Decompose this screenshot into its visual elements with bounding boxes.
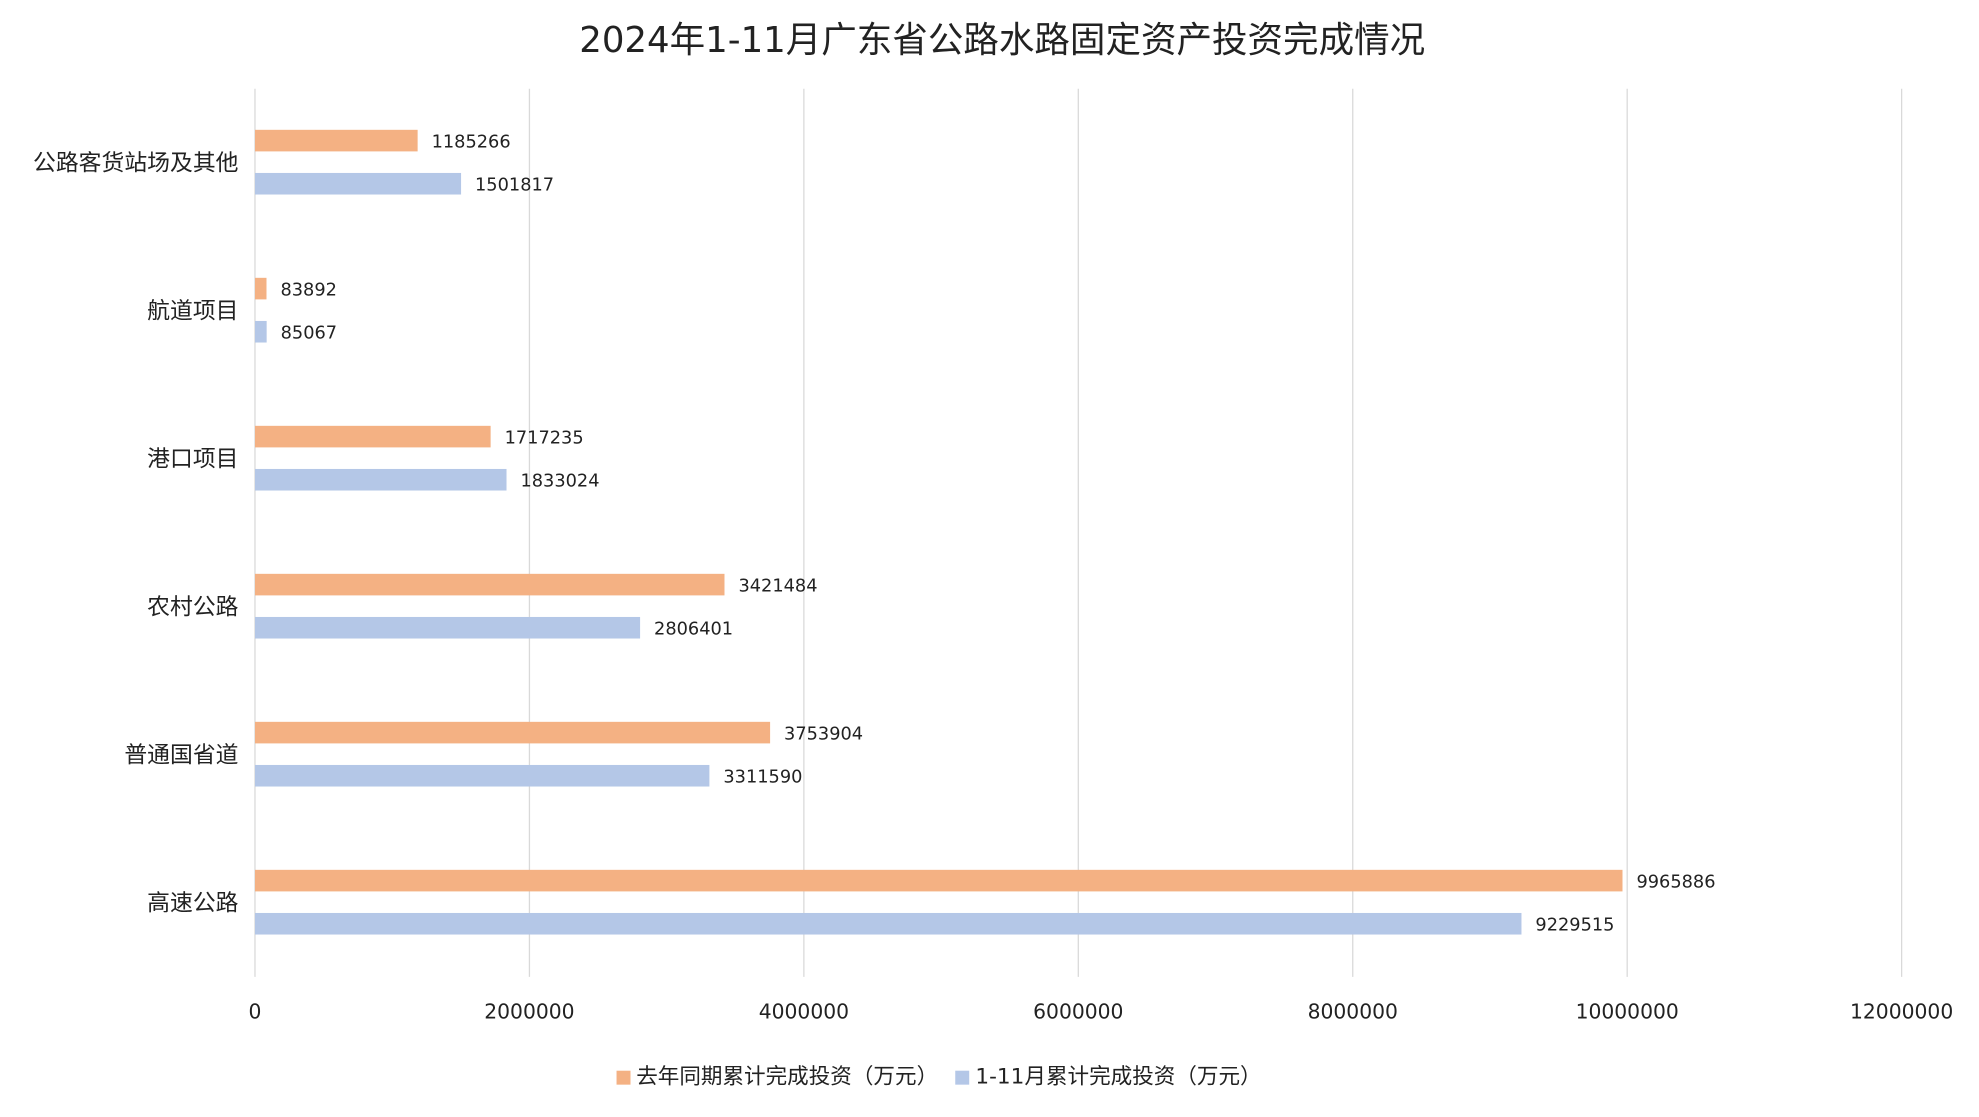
data-label: 85067 xyxy=(281,324,337,344)
category-label: 农村公路 xyxy=(147,594,238,620)
bar xyxy=(254,320,267,343)
bar xyxy=(254,468,507,491)
bar xyxy=(254,277,267,300)
bar xyxy=(254,764,710,787)
data-label: 1501817 xyxy=(475,176,554,196)
x-tick-label: 8000000 xyxy=(1308,1000,1398,1024)
data-label: 1717235 xyxy=(505,429,584,449)
legend-swatch xyxy=(615,1070,630,1085)
bar xyxy=(254,172,462,195)
bar xyxy=(254,425,491,448)
bar xyxy=(254,869,1623,892)
data-label: 3311590 xyxy=(723,768,802,788)
bar xyxy=(254,912,1522,935)
bar xyxy=(254,616,641,639)
category-label: 普通国省道 xyxy=(124,742,238,768)
category-label: 港口项目 xyxy=(147,446,238,472)
legend-label: 去年同期累计完成投资（万元） xyxy=(636,1064,939,1090)
x-tick-label: 10000000 xyxy=(1576,1000,1679,1024)
data-label: 9229515 xyxy=(1535,916,1614,936)
x-tick-label: 6000000 xyxy=(1033,1000,1123,1024)
data-label: 1833024 xyxy=(520,472,599,492)
bar xyxy=(254,721,771,744)
legend: 去年同期累计完成投资（万元） 1-11月累计完成投资（万元） xyxy=(0,1058,1878,1090)
data-label: 9965886 xyxy=(1636,873,1715,893)
data-label: 2806401 xyxy=(654,620,733,640)
chart-title: 2024年1-11月广东省公路水路固定资产投资完成情况 xyxy=(579,19,1426,61)
category-label: 公路客货站场及其他 xyxy=(33,150,238,176)
bar xyxy=(254,573,725,596)
data-label: 1185266 xyxy=(432,133,511,153)
legend-item-this-year: 1-11月累计完成投资（万元） xyxy=(955,1064,1262,1090)
data-label: 3421484 xyxy=(738,577,817,597)
data-label: 3753904 xyxy=(784,725,863,745)
x-tick-label: 0 xyxy=(249,1000,262,1024)
legend-swatch xyxy=(955,1070,970,1085)
category-label: 高速公路 xyxy=(147,890,238,916)
data-label: 83892 xyxy=(280,281,336,301)
x-tick-label: 4000000 xyxy=(759,1000,849,1024)
legend-item-last-year: 去年同期累计完成投资（万元） xyxy=(615,1064,939,1090)
x-tick-label: 12000000 xyxy=(1850,1000,1953,1024)
x-tick-label: 2000000 xyxy=(484,1000,574,1024)
bar xyxy=(254,129,418,152)
category-label: 航道项目 xyxy=(147,298,238,324)
legend-label: 1-11月累计完成投资（万元） xyxy=(975,1064,1262,1090)
